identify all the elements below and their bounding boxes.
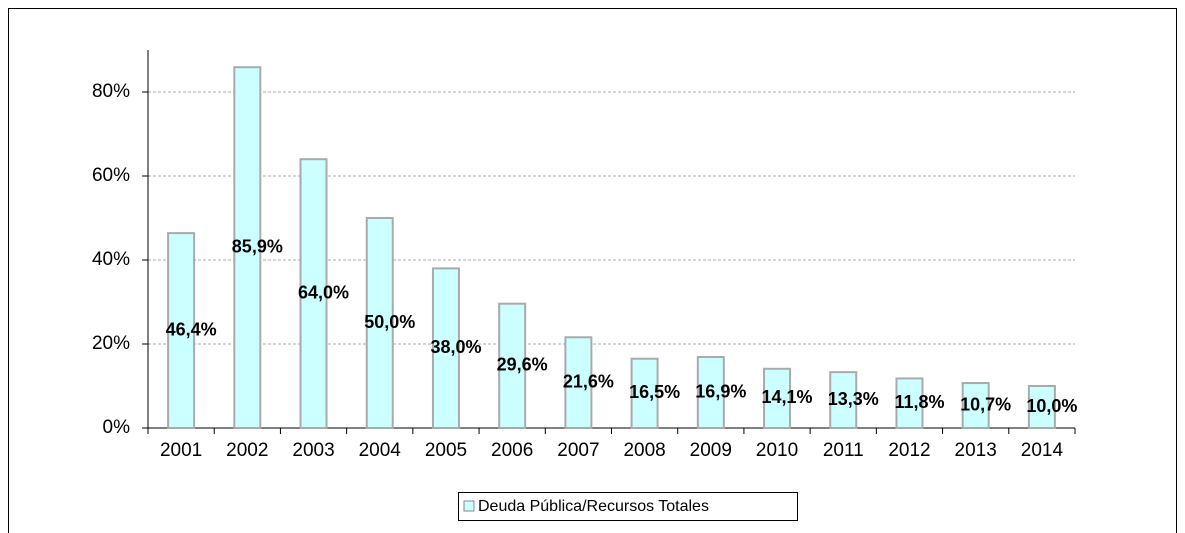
y-tick-label: 0% [103,417,131,438]
x-tick-label: 2003 [292,440,334,461]
y-tick-label: 80% [92,81,130,102]
value-label: 29,6% [497,355,548,375]
x-tick-label: 2004 [359,440,402,461]
bar [763,367,792,429]
x-tick-label: 2013 [955,440,997,461]
x-tick-label: 2005 [425,440,467,461]
value-label: 50,0% [364,312,415,332]
legend-swatch [463,500,475,512]
value-label: 64,0% [298,282,349,302]
frame [8,8,1177,533]
x-tick-label: 2010 [756,440,798,461]
value-label: 21,6% [563,371,614,391]
legend-label: Deuda Pública/Recursos Totales [478,498,709,515]
value-label: 10,0% [1026,396,1077,416]
value-label: 16,5% [629,382,680,402]
value-label: 85,9% [232,236,283,256]
value-label: 14,1% [762,387,813,407]
x-tick-label: 2014 [1021,440,1064,461]
bar [233,66,262,429]
x-tick-label: 2007 [557,440,599,461]
bar [564,336,593,429]
value-label: 10,7% [960,394,1011,414]
bar [630,357,659,430]
value-label: 46,4% [166,319,217,339]
value-label: 16,9% [695,381,746,401]
bar [829,371,858,430]
bar [1027,385,1056,429]
value-label: 38,0% [430,337,481,357]
y-tick-label: 40% [92,249,130,270]
x-tick-label: 2012 [888,440,930,461]
bar [365,217,394,429]
bar [696,356,725,429]
bar [299,158,328,429]
x-tick-label: 2008 [623,440,665,461]
value-label: 13,3% [828,389,879,409]
bar [498,302,527,429]
x-tick-label: 2011 [823,440,864,461]
bar [167,232,196,429]
legend-box [458,492,798,521]
bar [895,377,924,430]
x-tick-label: 2001 [160,440,202,461]
x-tick-label: 2002 [226,440,268,461]
bar [431,267,460,429]
bar [961,382,990,429]
y-tick-label: 60% [92,165,130,186]
x-tick-label: 2006 [491,440,533,461]
y-tick-label: 20% [92,333,130,354]
x-tick-label: 2009 [690,440,732,461]
value-label: 11,8% [894,392,944,412]
